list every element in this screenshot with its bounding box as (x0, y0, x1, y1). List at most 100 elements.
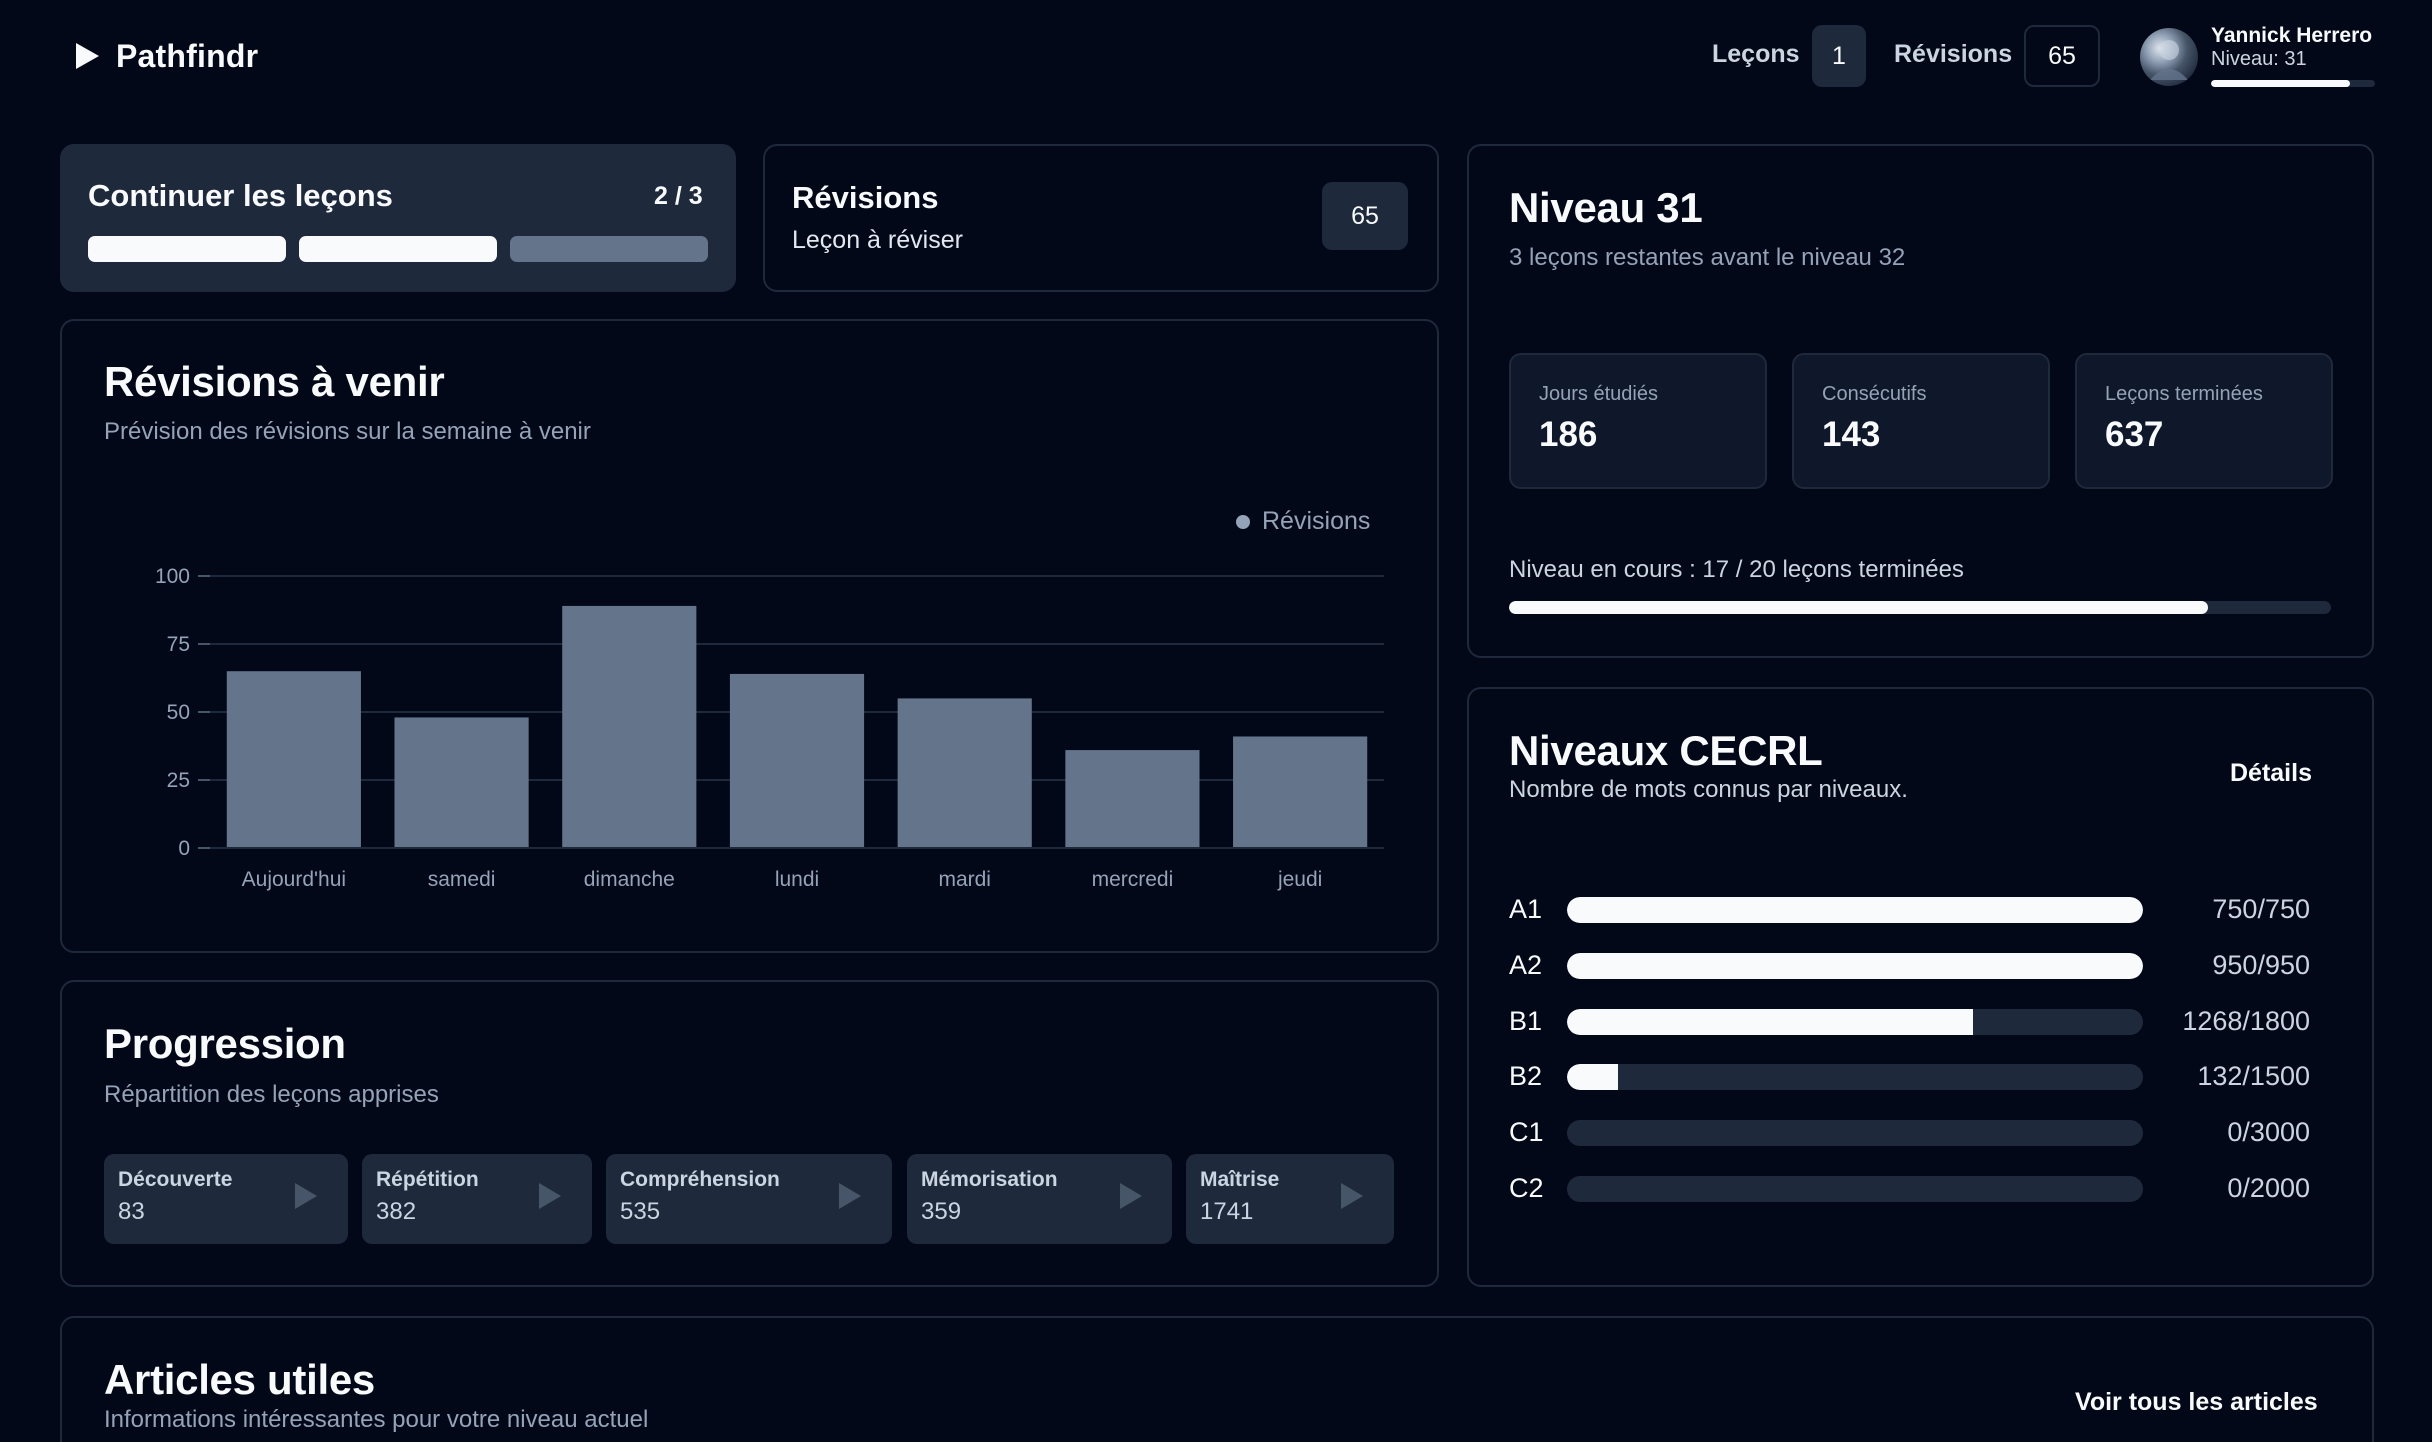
cecrl-level-fill (1567, 1064, 1618, 1090)
reviews-card-count-badge: 65 (1322, 182, 1408, 250)
chart-bar[interactable] (729, 673, 865, 848)
chart-bar[interactable] (226, 671, 361, 848)
articles-subtitle: Informations intéressantes pour votre ni… (104, 1406, 649, 1433)
cecrl-level-fill (1567, 953, 2143, 979)
cecrl-level-value: 132/1500 (2197, 1061, 2310, 1091)
play-icon (1120, 1183, 1142, 1209)
cecrl-level-label: A2 (1509, 950, 1543, 980)
avatar-photo-icon (2150, 40, 2188, 80)
chart-bar[interactable] (562, 605, 697, 848)
level-title: Niveau 31 (1509, 184, 1703, 231)
see-all-articles-link[interactable]: Voir tous les articles (2075, 1388, 2318, 1416)
x-tick-label: samedi (428, 868, 496, 891)
upcoming-reviews-chart: 0 25 50 75 100 Aujourd'hui samedi dimanche lundi… (155, 565, 1384, 891)
nav-lessons-link[interactable]: Leçons (1712, 40, 1800, 68)
cecrl-level-value: 0/3000 (2227, 1117, 2310, 1147)
play-icon (295, 1183, 317, 1209)
y-tick-label: 0 (178, 837, 190, 860)
cecrl-level-bar (1567, 1176, 2143, 1202)
progression-title: Progression (104, 1020, 346, 1067)
user-level-progress (2211, 80, 2375, 87)
cecrl-level-bar (1567, 1009, 2143, 1035)
user-name[interactable]: Yannick Herrero (2211, 24, 2373, 47)
cecrl-level-value: 950/950 (2212, 950, 2310, 980)
cecrl-level-value: 750/750 (2212, 894, 2310, 924)
stage-tile-discovery[interactable]: Découverte 83 (104, 1154, 348, 1244)
stage-tile-memorization[interactable]: Mémorisation 359 (907, 1154, 1172, 1244)
lesson-segment-2 (299, 236, 497, 262)
continue-lessons-title: Continuer les leçons (88, 178, 393, 213)
stage-name: Découverte (118, 1168, 233, 1191)
stage-name: Compréhension (620, 1168, 780, 1191)
stat-label: Leçons terminées (2105, 383, 2263, 405)
stat-value: 637 (2105, 415, 2164, 454)
cecrl-level-fill (1567, 897, 2143, 923)
continue-lessons-card[interactable] (60, 144, 736, 292)
upcoming-reviews-title: Révisions à venir (104, 358, 445, 405)
reviews-count: 65 (2048, 41, 2076, 70)
stage-tile-repetition[interactable]: Répétition 382 (362, 1154, 592, 1244)
reviews-card-subtitle: Leçon à réviser (792, 226, 963, 254)
cecrl-details-link[interactable]: Détails (2230, 759, 2312, 787)
level-subtitle: 3 leçons restantes avant le niveau 32 (1509, 244, 1906, 271)
cecrl-level-fill (1567, 1009, 1973, 1035)
nav-reviews-link[interactable]: Révisions (1894, 40, 2013, 68)
stage-name: Maîtrise (1200, 1168, 1280, 1191)
articles-title: Articles utiles (104, 1356, 375, 1403)
stat-days-studied: Jours étudiés 186 (1509, 353, 1767, 489)
lessons-count-badge[interactable]: 1 (1812, 25, 1866, 87)
play-logo-icon (76, 43, 99, 69)
stage-tile-comprehension[interactable]: Compréhension 535 (606, 1154, 892, 1244)
chart-bar[interactable] (897, 698, 1032, 848)
lesson-segment-1 (88, 236, 286, 262)
cecrl-title: Niveaux CECRL (1509, 727, 1823, 774)
stage-tile-mastery[interactable]: Maîtrise 1741 (1186, 1154, 1394, 1244)
app-logo[interactable]: Pathfindr (72, 36, 258, 76)
chart-bar[interactable] (1233, 736, 1368, 848)
cecrl-level-label: A1 (1509, 894, 1543, 924)
stage-name: Répétition (376, 1168, 479, 1191)
cecrl-level-label: C2 (1509, 1173, 1544, 1203)
y-tick-label: 25 (167, 769, 190, 792)
level-progress-bar (1509, 601, 2331, 614)
y-tick-label: 75 (167, 633, 190, 656)
stat-streak: Consécutifs 143 (1792, 353, 2050, 489)
cecrl-level-label: B2 (1509, 1061, 1543, 1091)
user-level: Niveau: 31 (2211, 48, 2307, 70)
lessons-count: 1 (1832, 41, 1846, 70)
user-avatar[interactable] (2140, 28, 2198, 86)
lesson-segment-3 (510, 236, 708, 262)
x-tick-label: lundi (775, 868, 819, 891)
app-name: Pathfindr (116, 37, 259, 74)
x-tick-label: mercredi (1092, 868, 1174, 891)
play-icon (539, 1183, 561, 1209)
legend-label: Révisions (1262, 507, 1371, 535)
stage-name: Mémorisation (921, 1168, 1058, 1191)
articles-card (60, 1316, 2374, 1442)
play-icon (839, 1183, 861, 1209)
play-icon (1341, 1183, 1363, 1209)
reviews-card-title: Révisions (792, 180, 939, 215)
cecrl-level-label: C1 (1509, 1117, 1544, 1147)
x-tick-label: mardi (938, 868, 991, 891)
stat-label: Consécutifs (1822, 383, 1927, 405)
stage-count: 382 (376, 1198, 417, 1225)
legend-swatch (1236, 514, 1250, 529)
chart-bar[interactable] (394, 717, 529, 848)
cecrl-level-value: 0/2000 (2227, 1173, 2310, 1203)
stat-label: Jours étudiés (1539, 383, 1658, 405)
stage-count: 83 (118, 1198, 145, 1225)
user-level-progress-fill (2211, 80, 2351, 87)
upcoming-reviews-subtitle: Prévision des révisions sur la semaine à… (104, 418, 591, 445)
reviews-count-badge[interactable]: 65 (2024, 25, 2100, 87)
x-tick-label: Aujourd'hui (242, 868, 346, 891)
reviews-card-count: 65 (1351, 201, 1379, 230)
stat-value: 143 (1822, 415, 1881, 454)
level-progress-fill (1509, 601, 2208, 614)
chart-bar[interactable] (1065, 750, 1200, 848)
cecrl-subtitle: Nombre de mots connus par niveaux. (1509, 776, 1908, 803)
x-tick-label: jeudi (1277, 868, 1322, 891)
level-progress-label: Niveau en cours : 17 / 20 leçons terminé… (1509, 556, 1964, 583)
y-tick-label: 100 (155, 565, 190, 588)
stage-count: 535 (620, 1198, 661, 1225)
